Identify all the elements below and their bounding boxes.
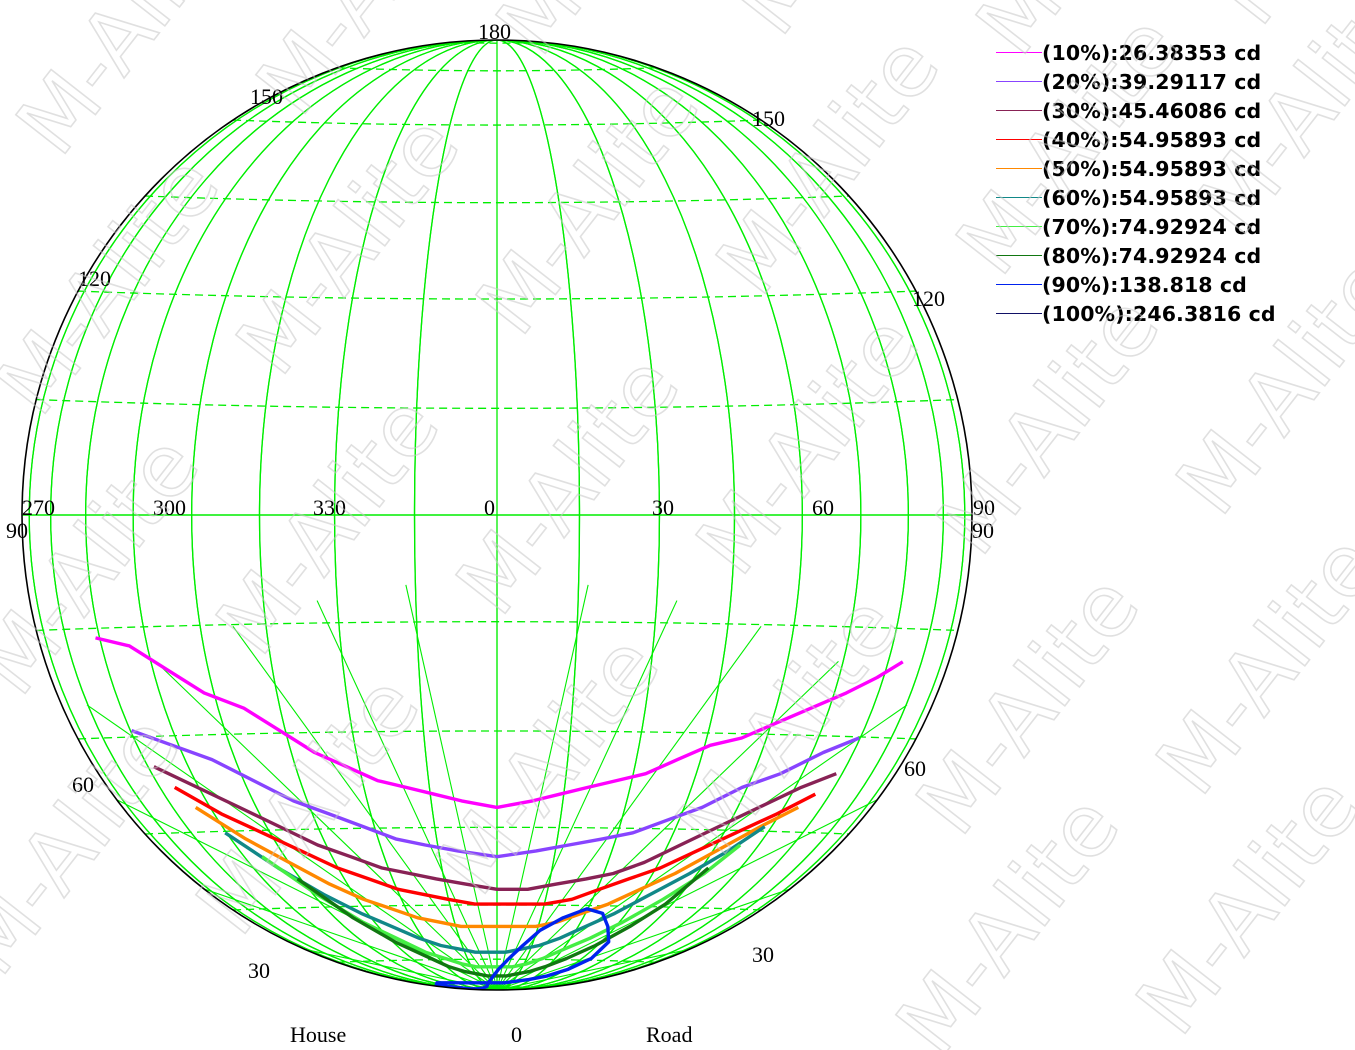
legend-swatch	[996, 313, 1042, 314]
meridian-label: 30	[652, 495, 674, 520]
legend-item: (80%):74.92924 cd	[996, 241, 1351, 270]
meridian-label: 60	[812, 495, 834, 520]
legend: (10%):26.38353 cd (20%):39.29117 cd (30%):…	[996, 38, 1351, 328]
radial-line	[405, 584, 498, 990]
legend-swatch	[996, 284, 1042, 285]
legend-item: (100%):246.3816 cd	[996, 299, 1351, 328]
legend-item: (30%):45.46086 cd	[996, 96, 1351, 125]
legend-label: (40%):54.95893 cd	[1042, 127, 1262, 152]
legend-item: (70%):74.92924 cd	[996, 212, 1351, 241]
legend-label: (90%):138.818 cd	[1042, 272, 1247, 297]
legend-item: (50%):54.95893 cd	[996, 154, 1351, 183]
arc-label-top: 180	[478, 19, 511, 44]
outer-circle	[21, 39, 973, 991]
parallel-line	[233, 119, 761, 126]
meridian-label: 300	[153, 495, 186, 520]
radial-line	[496, 584, 589, 990]
legend-label: (80%):74.92924 cd	[1042, 243, 1262, 268]
meridian-label: 90	[973, 495, 995, 520]
right-edge-label: 90	[972, 518, 994, 543]
legend-label: (10%):26.38353 cd	[1042, 40, 1262, 65]
left-edge-label: 90	[6, 518, 28, 543]
series-curve	[434, 907, 611, 990]
isocandela-curves	[95, 636, 904, 990]
parallel-line	[78, 290, 916, 300]
house-label: House	[290, 1022, 346, 1047]
meridian-label: 330	[313, 495, 346, 520]
radial-line	[155, 660, 498, 990]
legend-item: (20%):39.29117 cd	[996, 67, 1351, 96]
legend-swatch	[996, 110, 1042, 111]
arc-label-upper-right: 150	[752, 106, 785, 131]
series-curve	[173, 785, 817, 906]
arc-label-mid-right: 120	[912, 286, 945, 311]
series-curve	[296, 866, 710, 978]
series-curve	[131, 729, 860, 859]
legend-label: (50%):54.95893 cd	[1042, 156, 1262, 181]
arc-label-lower-left: 60	[72, 772, 94, 797]
arc-label-bottom-right: 30	[752, 942, 774, 967]
radial-line	[232, 625, 498, 990]
parallel-line	[336, 67, 658, 72]
arc-label-lower-right: 60	[904, 756, 926, 781]
tick-labels: 270 300 330 0 30 60 90 90 90 180 150 150…	[6, 19, 995, 1047]
legend-label: (30%):45.46086 cd	[1042, 98, 1262, 123]
arc-label-upper-left: 150	[250, 84, 283, 109]
road-label: Road	[646, 1022, 692, 1047]
radial-line	[496, 660, 839, 990]
legend-item: (10%):26.38353 cd	[996, 38, 1351, 67]
bottom-center-label: 0	[511, 1022, 522, 1047]
legend-label: (20%):39.29117 cd	[1042, 69, 1262, 94]
series-curve	[95, 636, 904, 810]
legend-swatch	[996, 226, 1042, 227]
legend-swatch	[996, 168, 1042, 169]
legend-item: (40%):54.95893 cd	[996, 125, 1351, 154]
series-curve	[153, 765, 837, 891]
legend-label: (100%):246.3816 cd	[1042, 301, 1276, 326]
legend-swatch	[996, 81, 1042, 82]
legend-label: (60%):54.95893 cd	[1042, 185, 1262, 210]
radial-line	[496, 600, 678, 990]
radial-line	[496, 873, 972, 990]
arc-label-bottom-left: 30	[248, 958, 270, 983]
meridian-label: 270	[22, 495, 55, 520]
parallel-line	[145, 195, 849, 204]
arc-label-mid-left: 120	[78, 266, 111, 291]
legend-item: (60%):54.95893 cd	[996, 183, 1351, 212]
series-curve	[194, 805, 800, 929]
legend-swatch	[996, 139, 1042, 140]
parallel-line	[450, 41, 544, 44]
legend-swatch	[996, 197, 1042, 198]
parallel-line	[36, 398, 958, 409]
meridian-label: 0	[484, 495, 495, 520]
legend-swatch	[996, 52, 1042, 53]
legend-item: (90%):138.818 cd	[996, 270, 1351, 299]
legend-label: (70%):74.92924 cd	[1042, 214, 1262, 239]
series-curve	[224, 825, 766, 954]
legend-swatch	[996, 255, 1042, 256]
